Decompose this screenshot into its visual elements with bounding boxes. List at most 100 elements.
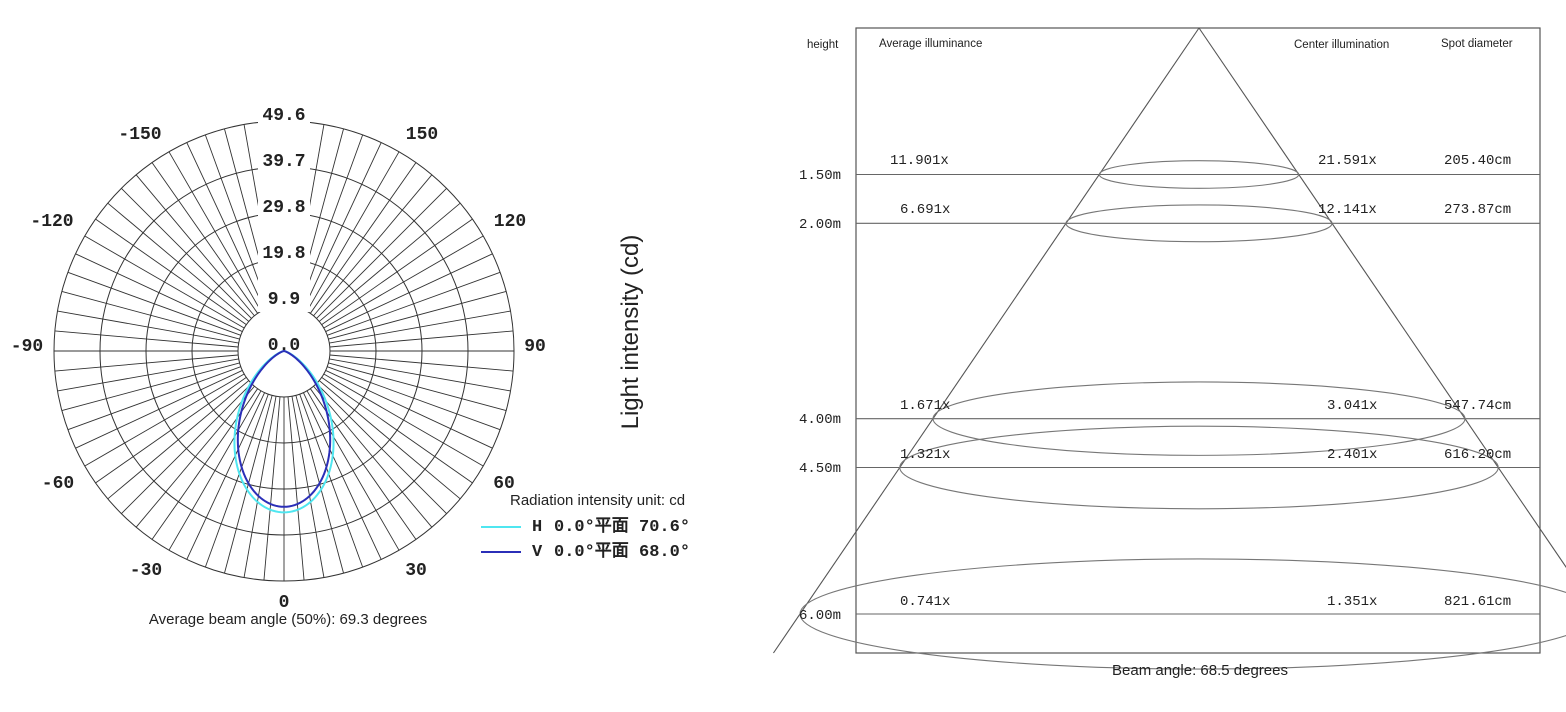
row-average-illuminance: 1.321x <box>900 447 950 463</box>
spot-ellipse <box>899 425 1499 510</box>
polar-footer: Average beam angle (50%): 69.3 degrees <box>149 611 427 628</box>
polar-spoke <box>204 394 269 568</box>
polar-spoke <box>299 134 364 308</box>
angle-labels: -150 150 -120 120 -90 90 -60 60 -30 30 0 <box>11 125 546 613</box>
spot-ellipse <box>1065 204 1333 243</box>
legend-text-h: 0.0°平面 70.6° <box>554 517 690 537</box>
polar-spoke <box>303 142 382 310</box>
polar-spoke <box>318 202 461 322</box>
row-spot-diameter: 205.40cm <box>1444 153 1511 169</box>
row-spot-diameter: 547.74cm <box>1444 398 1511 414</box>
polar-spoke <box>316 383 447 514</box>
angle-label: 120 <box>494 212 526 232</box>
angle-label: -150 <box>118 125 161 145</box>
row-average-illuminance: 1.671x <box>900 398 950 414</box>
polar-spoke <box>186 392 265 560</box>
polar-spoke <box>75 253 243 332</box>
polar-spoke <box>168 151 262 312</box>
radial-label: 29.8 <box>262 198 305 218</box>
polar-spoke <box>61 362 240 411</box>
polar-spoke <box>327 366 501 431</box>
polar-spoke <box>310 162 417 314</box>
row-height: 4.50m <box>799 461 841 477</box>
polar-spoke <box>329 358 511 392</box>
polar-spoke <box>313 174 433 317</box>
polar-spoke <box>95 377 247 484</box>
polar-spoke <box>329 310 511 344</box>
polar-spoke <box>321 377 473 484</box>
polar-spoke <box>57 358 239 392</box>
radial-label: 9.9 <box>268 290 300 310</box>
polar-spoke <box>291 396 325 578</box>
polar-spoke <box>313 385 433 528</box>
angle-label: -30 <box>130 561 162 581</box>
polar-spoke <box>321 218 473 325</box>
polar-spoke <box>287 396 305 581</box>
polar-spoke <box>243 396 277 578</box>
polar-spoke <box>121 383 252 514</box>
polar-spoke <box>303 392 382 560</box>
table-frame <box>855 27 1541 654</box>
polar-spoke <box>107 202 250 322</box>
radial-label: 49.6 <box>262 106 305 126</box>
polar-spoke <box>328 362 507 411</box>
polar-spoke <box>299 394 364 568</box>
polar-spoke <box>67 366 241 431</box>
angle-label: 60 <box>493 474 515 494</box>
row-height: 6.00m <box>799 608 841 624</box>
polar-spoke <box>54 354 239 372</box>
legend-title: Radiation intensity unit: cd <box>510 492 685 509</box>
polar-spoke <box>325 370 493 449</box>
radial-label: 19.8 <box>262 244 305 264</box>
polar-spoke <box>151 162 258 314</box>
angle-label: -60 <box>42 474 74 494</box>
row-average-illuminance: 6.691x <box>900 202 950 218</box>
polar-spoke <box>61 291 240 340</box>
row-average-illuminance: 0.741x <box>900 594 950 610</box>
row-center-illumination: 3.041x <box>1327 398 1377 414</box>
polar-chart: 49.6 39.7 29.8 19.8 9.9 0.0 -150 150 -12… <box>11 102 690 628</box>
legend-marker-h: H <box>532 518 542 537</box>
header-height: height <box>807 39 839 51</box>
polar-spoke <box>75 370 243 449</box>
row-spot-diameter: 821.61cm <box>1444 594 1511 610</box>
polar-spoke <box>95 218 247 325</box>
angle-label: -90 <box>11 337 43 357</box>
polar-spoke <box>323 373 484 467</box>
cone-left-edge <box>772 27 1200 654</box>
polar-spoke <box>306 390 400 551</box>
polar-spoke <box>67 271 241 336</box>
header-center-illumination: Center illumination <box>1294 39 1389 51</box>
polar-spoke <box>316 188 447 319</box>
spot-ellipse <box>932 381 1466 456</box>
polar-spoke <box>325 253 493 332</box>
row-height: 2.00m <box>799 217 841 233</box>
polar-curves <box>233 350 335 514</box>
polar-spoke <box>84 373 245 467</box>
table-row: 4.00m 1.671x 3.041x 547.74cm <box>799 398 1511 428</box>
polar-spoke <box>57 310 239 344</box>
header-spot-diameter: Spot diameter <box>1441 38 1513 50</box>
polar-spoke <box>323 235 484 329</box>
row-spot-diameter: 616.20cm <box>1444 447 1511 463</box>
polar-spoke <box>204 134 269 308</box>
row-center-illumination: 1.351x <box>1327 594 1377 610</box>
radial-label: 0.0 <box>268 336 300 356</box>
v-intensity-curve <box>236 350 332 508</box>
radial-label-backdrop <box>258 102 310 312</box>
polar-spoke <box>328 291 507 340</box>
polar-spoke <box>263 396 281 581</box>
polar-spoke <box>329 354 514 372</box>
angle-label: -120 <box>30 212 73 232</box>
spot-ellipse <box>799 558 1566 670</box>
polar-spoke <box>168 390 262 551</box>
illuminance-cone-table: height Average illuminance Center illumi… <box>772 27 1566 679</box>
beam-angle-footer: Beam angle: 68.5 degrees <box>1112 662 1288 679</box>
angle-label: 30 <box>405 561 427 581</box>
row-center-illumination: 21.591x <box>1318 153 1377 169</box>
row-height: 1.50m <box>799 168 841 184</box>
polar-spoke <box>54 330 239 348</box>
polar-spoke <box>306 151 400 312</box>
cone-lines <box>772 27 1566 670</box>
